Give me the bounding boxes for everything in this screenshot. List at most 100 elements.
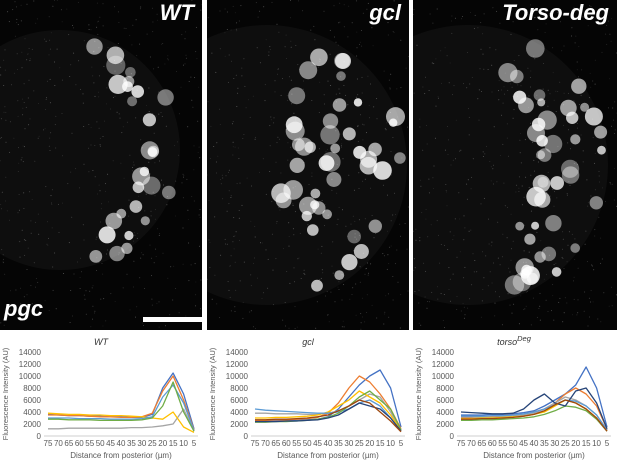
noise-speck bbox=[197, 120, 199, 122]
noise-speck bbox=[576, 127, 578, 129]
noise-speck bbox=[262, 158, 264, 160]
noise-speck bbox=[559, 81, 561, 83]
noise-speck bbox=[48, 54, 50, 56]
noise-speck bbox=[407, 206, 409, 208]
noise-speck bbox=[460, 149, 462, 151]
noise-speck bbox=[118, 22, 120, 23]
noise-speck bbox=[107, 249, 109, 251]
noise-speck bbox=[547, 311, 549, 312]
noise-speck bbox=[220, 254, 222, 256]
fluorescent-cell bbox=[121, 242, 133, 254]
noise-speck bbox=[220, 183, 222, 185]
noise-speck bbox=[357, 125, 359, 127]
noise-speck bbox=[453, 235, 455, 237]
noise-speck bbox=[199, 157, 201, 159]
noise-speck bbox=[21, 229, 23, 231]
noise-speck bbox=[349, 298, 351, 300]
noise-speck bbox=[99, 16, 101, 18]
noise-speck bbox=[536, 316, 538, 318]
noise-speck bbox=[364, 178, 366, 180]
noise-speck bbox=[168, 59, 169, 61]
noise-speck bbox=[290, 40, 292, 42]
noise-speck bbox=[468, 230, 470, 232]
noise-speck bbox=[71, 216, 73, 218]
fluorescent-cell bbox=[341, 254, 358, 271]
noise-speck bbox=[96, 26, 98, 28]
x-tick-label: 65 bbox=[271, 439, 280, 448]
noise-speck bbox=[88, 124, 90, 125]
noise-speck bbox=[114, 95, 116, 97]
fluorescent-cell bbox=[326, 172, 342, 187]
noise-speck bbox=[406, 248, 408, 250]
noise-speck bbox=[413, 14, 415, 16]
noise-speck bbox=[506, 123, 508, 125]
noise-speck bbox=[456, 296, 458, 298]
noise-speck bbox=[526, 290, 528, 292]
series-line bbox=[460, 387, 608, 430]
noise-speck bbox=[376, 98, 378, 100]
noise-speck bbox=[195, 26, 197, 28]
noise-speck bbox=[370, 187, 371, 189]
x-tick-label: 35 bbox=[540, 439, 549, 448]
noise-speck bbox=[315, 327, 317, 329]
y-tick-label: 14000 bbox=[19, 348, 42, 357]
noise-speck bbox=[102, 325, 104, 327]
noise-speck bbox=[451, 15, 453, 17]
noise-speck bbox=[472, 253, 474, 255]
y-tick-label: 6000 bbox=[230, 396, 248, 405]
noise-speck bbox=[173, 265, 175, 267]
noise-speck bbox=[553, 319, 555, 321]
noise-speck bbox=[298, 257, 300, 259]
noise-speck bbox=[326, 291, 328, 293]
noise-speck bbox=[125, 28, 127, 29]
noise-speck bbox=[224, 238, 226, 240]
noise-speck bbox=[585, 14, 587, 16]
noise-speck bbox=[193, 169, 195, 171]
noise-speck bbox=[367, 2, 369, 4]
noise-speck bbox=[506, 137, 508, 139]
noise-speck bbox=[161, 43, 163, 45]
noise-speck bbox=[340, 145, 342, 147]
noise-speck bbox=[114, 70, 116, 72]
noise-speck bbox=[294, 328, 296, 330]
noise-speck bbox=[429, 13, 431, 15]
noise-speck bbox=[324, 225, 325, 227]
noise-speck bbox=[292, 140, 293, 142]
noise-speck bbox=[425, 270, 427, 272]
noise-speck bbox=[56, 48, 58, 50]
noise-speck bbox=[504, 72, 506, 74]
noise-speck bbox=[230, 255, 232, 257]
noise-speck bbox=[437, 96, 439, 98]
noise-speck bbox=[445, 191, 447, 193]
noise-speck bbox=[55, 147, 57, 149]
noise-speck bbox=[390, 151, 392, 152]
noise-speck bbox=[241, 67, 243, 69]
noise-speck bbox=[324, 103, 326, 105]
noise-speck bbox=[571, 233, 573, 235]
noise-speck bbox=[413, 9, 415, 11]
fluorescent-cell bbox=[560, 99, 577, 117]
noise-speck bbox=[362, 316, 363, 318]
fluorescent-cell bbox=[142, 176, 161, 195]
noise-speck bbox=[10, 290, 11, 292]
noise-speck bbox=[228, 169, 230, 171]
noise-speck bbox=[447, 126, 448, 127]
noise-speck bbox=[587, 25, 589, 27]
y-tick-label: 4000 bbox=[436, 408, 454, 417]
noise-speck bbox=[291, 93, 293, 95]
noise-speck bbox=[26, 269, 28, 270]
noise-speck bbox=[123, 27, 125, 29]
noise-speck bbox=[167, 277, 169, 279]
noise-speck bbox=[263, 6, 265, 8]
noise-speck bbox=[450, 164, 452, 166]
fluorescent-cell bbox=[589, 196, 603, 210]
noise-speck bbox=[22, 145, 24, 147]
noise-speck bbox=[166, 196, 168, 197]
noise-speck bbox=[521, 204, 523, 206]
noise-speck bbox=[343, 326, 345, 328]
noise-speck bbox=[21, 157, 23, 159]
noise-speck bbox=[224, 243, 226, 245]
noise-speck bbox=[331, 189, 333, 191]
noise-speck bbox=[479, 68, 481, 70]
noise-speck bbox=[429, 301, 431, 303]
